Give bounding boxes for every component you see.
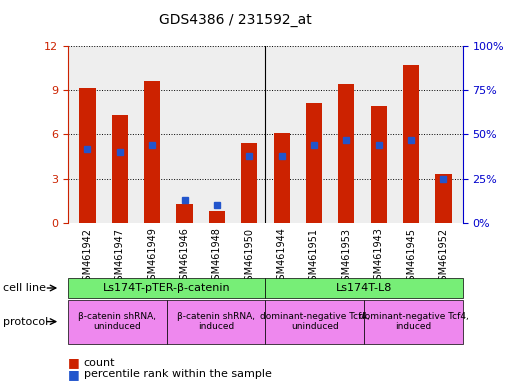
Text: ■: ■ (68, 368, 79, 381)
Text: ■: ■ (68, 356, 79, 369)
Text: count: count (84, 358, 115, 368)
Text: β-catenin shRNA,
uninduced: β-catenin shRNA, uninduced (78, 312, 156, 331)
Bar (403, 65, 419, 223)
Bar (209, 211, 225, 223)
Bar (371, 106, 387, 223)
Bar (306, 104, 322, 223)
Text: Ls174T-pTER-β-catenin: Ls174T-pTER-β-catenin (103, 283, 231, 293)
Text: cell line: cell line (3, 283, 46, 293)
Text: protocol: protocol (3, 316, 48, 327)
Bar (144, 81, 160, 223)
Text: Ls174T-L8: Ls174T-L8 (336, 283, 392, 293)
Text: percentile rank within the sample: percentile rank within the sample (84, 369, 271, 379)
Text: dominant-negative Tcf4,
induced: dominant-negative Tcf4, induced (359, 312, 469, 331)
Bar (176, 204, 192, 223)
Bar (274, 133, 290, 223)
Bar (112, 115, 128, 223)
Bar (435, 174, 451, 223)
Bar (79, 88, 96, 223)
Text: GDS4386 / 231592_at: GDS4386 / 231592_at (159, 13, 312, 27)
Bar (241, 143, 257, 223)
Text: dominant-negative Tcf4,
uninduced: dominant-negative Tcf4, uninduced (260, 312, 370, 331)
Bar (338, 84, 355, 223)
Text: β-catenin shRNA,
induced: β-catenin shRNA, induced (177, 312, 255, 331)
